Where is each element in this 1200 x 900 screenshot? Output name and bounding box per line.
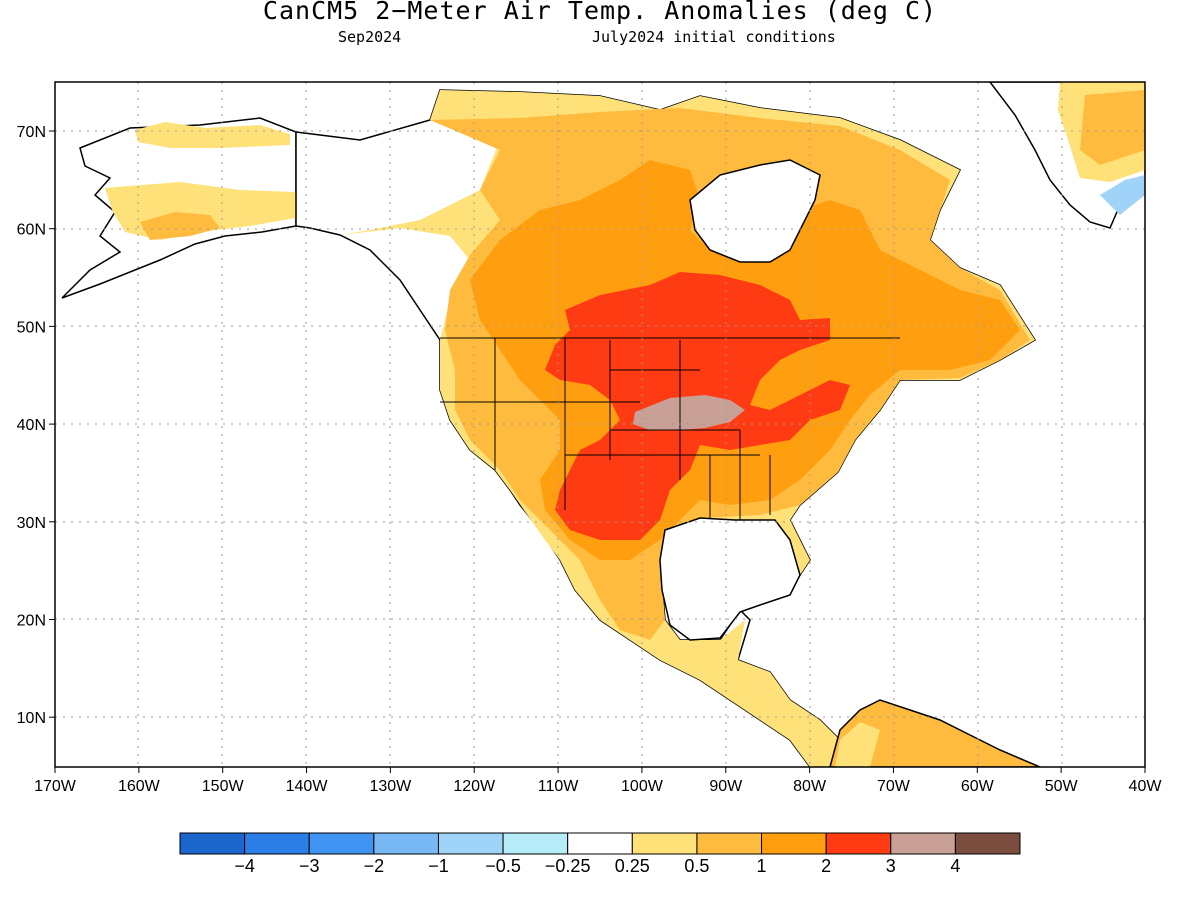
longitude-label: 70W	[877, 778, 911, 795]
latitude-label: 60N	[17, 222, 46, 239]
latitude-label: 40N	[17, 417, 46, 434]
longitude-label: 50W	[1045, 778, 1079, 795]
colorbar-label: 0.25	[615, 856, 650, 876]
longitude-label: 90W	[709, 778, 743, 795]
longitude-labels: 170W 160W 150W 140W 130W 120W 110W 100W 90W 80W 70…	[34, 778, 1162, 795]
colorbar-label: −2	[364, 856, 385, 876]
colorbar-label: 1	[757, 856, 767, 876]
longitude-label: 170W	[34, 778, 77, 795]
map-content	[55, 82, 1145, 767]
longitude-label: 100W	[621, 778, 664, 795]
colorbar-swatch	[890, 832, 956, 855]
greenland-cold-anomaly	[1100, 175, 1145, 215]
colorbar-swatch	[373, 832, 439, 855]
colorbar-swatch	[825, 832, 892, 855]
colorbar-swatch	[308, 832, 375, 855]
init-conditions-label: July2024 initial conditions	[592, 28, 836, 46]
colorbar-swatch	[631, 832, 698, 855]
longitude-label: 160W	[118, 778, 161, 795]
colorbar-label: −4	[234, 856, 255, 876]
longitude-label: 140W	[286, 778, 329, 795]
latitude-label: 50N	[17, 319, 46, 336]
latitude-label: 30N	[17, 515, 46, 532]
colorbar-label: 3	[886, 856, 896, 876]
colorbar-label: −0.25	[545, 856, 591, 876]
axis-ticks	[49, 130, 1146, 773]
colorbar-swatch	[179, 832, 246, 855]
colorbar-label: −0.5	[485, 856, 521, 876]
political-boundaries	[295, 132, 900, 520]
latitude-label: 70N	[17, 124, 46, 141]
hudson-bay	[689, 159, 821, 263]
colorbar-swatch	[761, 832, 827, 855]
colorbar-label: −1	[428, 856, 449, 876]
colorbar-label: 4	[950, 856, 960, 876]
colorbar-swatch	[437, 832, 504, 855]
colorbar-label: 0.5	[684, 856, 709, 876]
longitude-label: 80W	[793, 778, 827, 795]
gulf-of-mexico	[659, 517, 801, 641]
longitude-label: 40W	[1129, 778, 1163, 795]
south-america-landmass	[829, 699, 1041, 767]
colorbar-swatch	[954, 832, 1021, 855]
colorbar-swatch	[244, 832, 310, 855]
colorbar-swatch	[502, 832, 569, 855]
chart-title: CanCM5 2−Meter Air Temp. Anomalies (deg …	[262, 0, 938, 25]
longitude-label: 130W	[369, 778, 412, 795]
longitude-label: 110W	[538, 778, 580, 795]
alaska-peninsula-anomaly	[140, 212, 220, 240]
valid-month-label: Sep2024	[338, 28, 402, 46]
longitude-label: 150W	[202, 778, 245, 795]
colorbar-labels: −4 −3 −2 −1 −0.5 −0.25 0.25 0.5 1 2 3 4	[234, 856, 960, 876]
latitude-label: 20N	[17, 613, 46, 630]
colorbar-label: 2	[821, 856, 831, 876]
latitude-label: 10N	[17, 710, 46, 727]
greenland-east-orange-anomaly	[1080, 90, 1145, 165]
longitude-label: 120W	[453, 778, 496, 795]
colorbar	[179, 832, 1021, 855]
colorbar-swatch	[696, 832, 763, 855]
colorbar-swatch	[567, 832, 633, 855]
south-america-light-anomaly	[835, 722, 880, 767]
latitude-labels: 70N 60N 50N 40N 30N 20N 10N	[17, 124, 46, 727]
colorbar-label: −3	[299, 856, 320, 876]
longitude-label: 60W	[961, 778, 995, 795]
alaska-north-anomaly	[135, 122, 290, 148]
gridlines	[55, 82, 1145, 767]
iowa-hotspot-anomaly	[633, 395, 745, 430]
